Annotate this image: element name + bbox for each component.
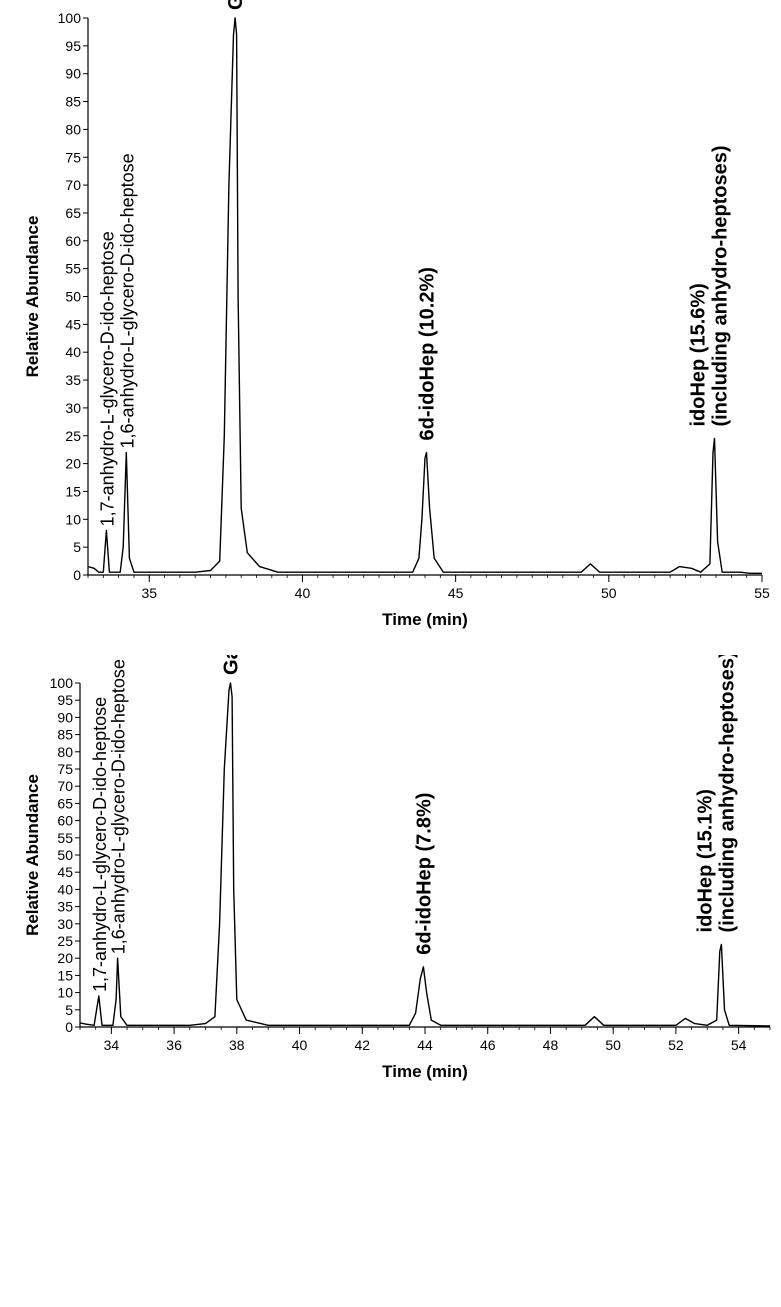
y-tick-label: 55: [65, 261, 81, 277]
y-tick-label: 80: [57, 744, 73, 760]
peak-label: idoHep (15.6%): [688, 283, 710, 426]
y-tick-label: 100: [50, 675, 74, 691]
y-tick-label: 65: [65, 205, 81, 221]
y-tick-label: 25: [65, 428, 81, 444]
y-tick-label: 85: [57, 727, 73, 743]
y-tick-label: 90: [57, 709, 73, 725]
y-axis-title: Relative Abundance: [23, 216, 42, 378]
y-axis-title: Relative Abundance: [23, 774, 42, 936]
x-axis-title: Time (min): [382, 610, 468, 629]
y-tick-label: 10: [57, 985, 73, 1001]
peak-label: Gal (77.0 %): [221, 655, 243, 675]
y-tick-label: 40: [65, 344, 81, 360]
x-tick-label: 40: [295, 585, 311, 601]
y-tick-label: 55: [57, 830, 73, 846]
peak-label: idoHep (15.1%): [694, 789, 716, 932]
y-tick-label: 40: [57, 881, 73, 897]
x-tick-label: 52: [668, 1037, 684, 1053]
chart-panel-top: 0 5 10 15 20 25 30 35 40 45 50 55 60 65 70 75 80 85 90 95 10…: [0, 0, 781, 650]
y-tick-label: 45: [57, 864, 73, 880]
x-tick-label: 48: [543, 1037, 559, 1053]
y-tick-label: 0: [73, 567, 81, 583]
y-tick-label: 5: [65, 1002, 73, 1018]
y-tick-label: 100: [58, 10, 82, 26]
chromatogram-top: 0 5 10 15 20 25 30 35 40 45 50 55 60 65 70 75 80 85 90 95 10…: [23, 0, 770, 629]
y-tick-label: 95: [57, 692, 73, 708]
y-tick-label: 20: [57, 950, 73, 966]
peak-label: 1,6-anhydro-L-glycero-D-ido-heptose: [109, 659, 129, 954]
chromatogram-trace: [79, 682, 771, 1027]
x-tick-label: 50: [601, 585, 617, 601]
y-tick-label: 70: [65, 177, 81, 193]
y-tick-label: 65: [57, 795, 73, 811]
y-tick-label: 75: [65, 149, 81, 165]
y-tick-label: 60: [57, 813, 73, 829]
y-tick-label: 90: [65, 66, 81, 82]
peak-label-sub: (including anhydro-heptoses): [716, 655, 738, 932]
x-tick-label: 45: [448, 585, 464, 601]
y-tick-label: 70: [57, 778, 73, 794]
x-tick-label: 44: [417, 1037, 433, 1053]
peak-label: 1,6-anhydro-L-glycero-D-ido-heptose: [117, 153, 137, 448]
y-tick-label: 15: [57, 967, 73, 983]
chromatogram-trace: [87, 17, 762, 574]
peak-label-sub: (including anhydro-heptoses): [710, 145, 732, 426]
x-tick-label: 54: [731, 1037, 747, 1053]
y-tick-label: 50: [65, 289, 81, 305]
x-tick-label: 55: [754, 585, 770, 601]
x-tick-label: 50: [605, 1037, 621, 1053]
x-tick-label: 34: [104, 1037, 120, 1053]
peak-label: 6d-idoHep (10.2%): [417, 267, 439, 440]
y-tick-label: 0: [65, 1019, 73, 1035]
peak-label: 6d-idoHep (7.8%): [413, 793, 435, 955]
y-tick-label: 5: [73, 539, 81, 555]
y-tick-label: 35: [65, 372, 81, 388]
x-tick-label: 38: [229, 1037, 245, 1053]
y-tick-label: 45: [65, 316, 81, 332]
x-tick-label: 46: [480, 1037, 496, 1053]
y-tick-label: 30: [65, 400, 81, 416]
y-tick-label: 75: [57, 761, 73, 777]
peak-label: Gal (74.1%): [225, 0, 247, 10]
y-tick-label: 35: [57, 899, 73, 915]
y-tick-label: 60: [65, 233, 81, 249]
chromatogram-bottom: 0510152025303540455055606570758085909510…: [23, 655, 771, 1081]
y-tick-label: 20: [65, 456, 81, 472]
x-tick-label: 42: [354, 1037, 370, 1053]
y-tick-label: 95: [65, 38, 81, 54]
chart-panel-bottom: 0 5 10 15 20 25 30 35 40 45 50 55 60 65 70 75 80 85 90 95 10…: [0, 655, 781, 1305]
y-tick-label: 50: [57, 847, 73, 863]
x-tick-label: 36: [166, 1037, 182, 1053]
y-tick-label: 30: [57, 916, 73, 932]
peak-label: 1,7-anhydro-L-glycero-D-ido-heptose: [97, 231, 117, 526]
y-tick-label: 85: [65, 94, 81, 110]
y-tick-label: 10: [65, 511, 81, 527]
x-axis-title: Time (min): [382, 1062, 468, 1081]
y-tick-label: 15: [65, 483, 81, 499]
x-tick-label: 40: [292, 1037, 308, 1053]
y-tick-label: 25: [57, 933, 73, 949]
x-tick-label: 35: [141, 585, 157, 601]
peak-label: 1,7-anhydro-L-glycero-D-ido-heptose: [90, 697, 110, 992]
y-tick-label: 80: [65, 121, 81, 137]
